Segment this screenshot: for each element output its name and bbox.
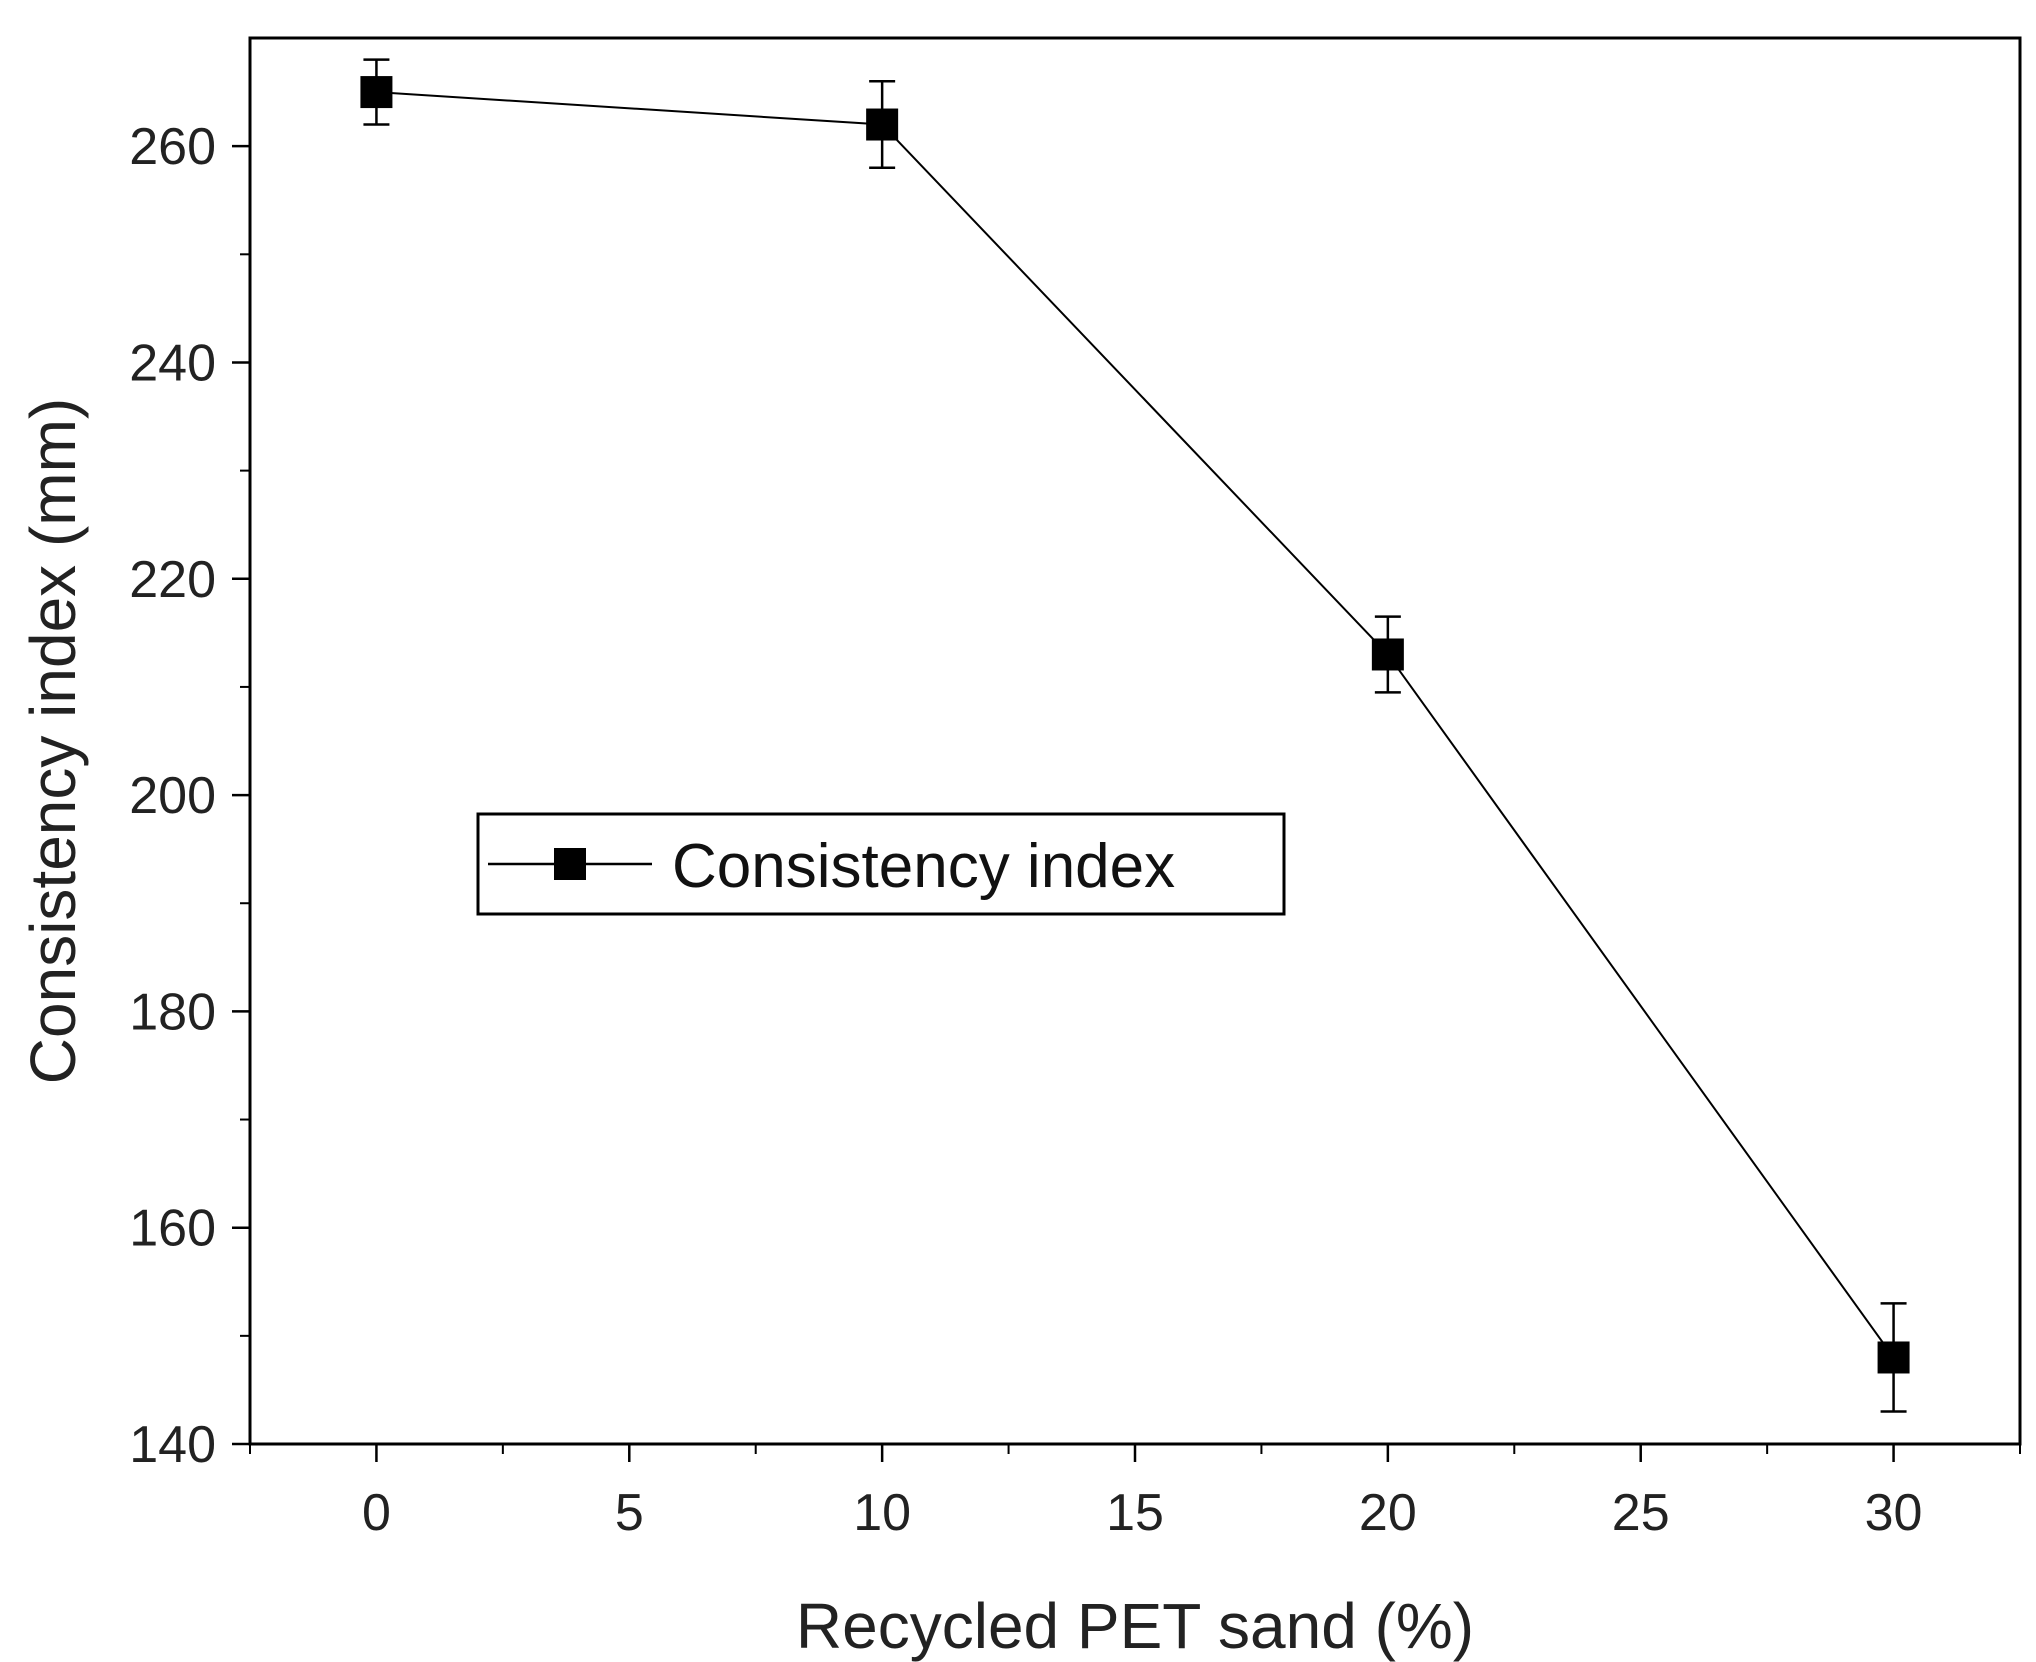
- x-tick-label: 15: [1106, 1484, 1164, 1542]
- data-point-marker: [1877, 1341, 1910, 1374]
- x-tick-label: 25: [1612, 1484, 1670, 1542]
- legend-marker-square: [554, 848, 586, 880]
- y-tick-labels: 140 160 180 200 220 240 260: [129, 118, 216, 1474]
- x-axis-title: Recycled PET sand (%): [796, 1590, 1474, 1662]
- plot-frame: [248, 36, 2022, 1446]
- data-point-marker: [866, 108, 899, 141]
- y-tick-label: 200: [129, 767, 216, 825]
- y-tick-label: 180: [129, 983, 216, 1041]
- series-layer: [360, 58, 1910, 1413]
- y-axis-title: Consistency index (mm): [17, 398, 89, 1084]
- y-tick-label: 220: [129, 551, 216, 609]
- x-tick-label: 10: [853, 1484, 911, 1542]
- y-tick-label: 160: [129, 1200, 216, 1258]
- y-tick-label: 140: [129, 1416, 216, 1474]
- x-tick-label: 0: [362, 1484, 391, 1542]
- x-tick-label: 30: [1865, 1484, 1923, 1542]
- y-tick-label: 260: [129, 118, 216, 176]
- legend: Consistency index: [476, 812, 1286, 916]
- data-point-marker: [360, 76, 393, 109]
- x-tick-label: 20: [1359, 1484, 1417, 1542]
- series-line: [376, 91, 1895, 1359]
- y-tick-label: 240: [129, 334, 216, 392]
- legend-label: Consistency index: [672, 832, 1175, 901]
- data-point-marker: [1371, 638, 1404, 671]
- x-tick-label: 5: [615, 1484, 644, 1542]
- tick-marks: [232, 144, 2021, 1462]
- x-tick-labels: 0 5 10 15 20 25 30: [362, 1484, 1923, 1542]
